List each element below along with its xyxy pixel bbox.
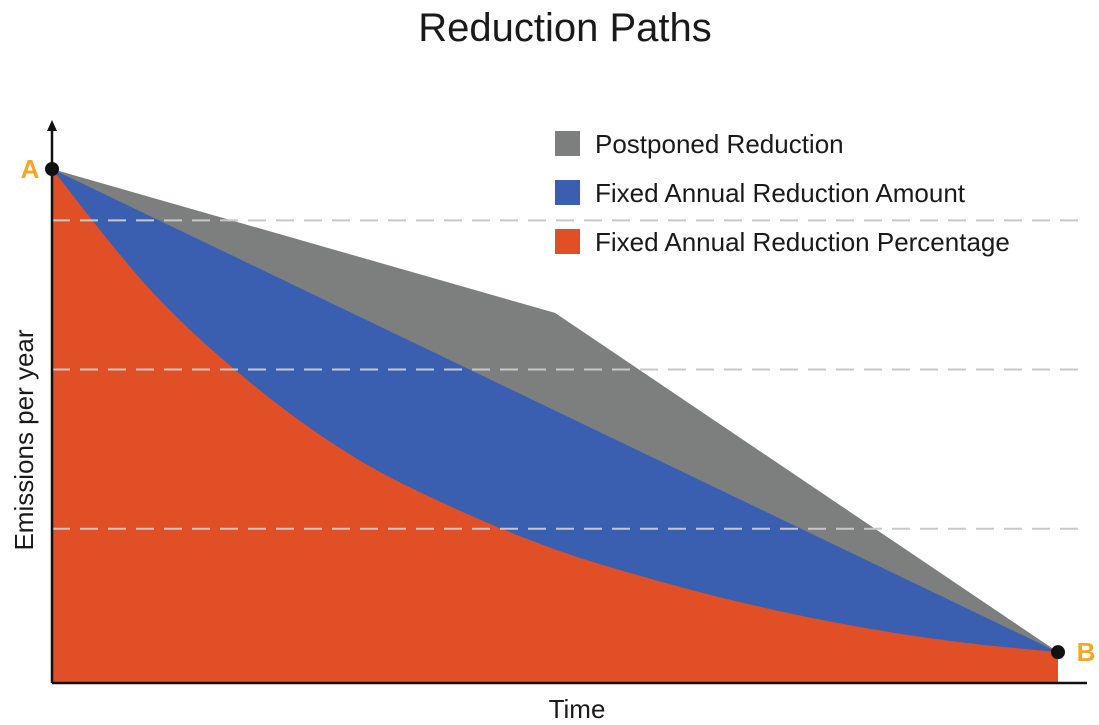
axes bbox=[47, 120, 1087, 685]
point-b-label: B bbox=[1077, 637, 1096, 667]
y-axis-arrow bbox=[47, 120, 57, 131]
point-markers: AB bbox=[21, 154, 1096, 667]
point-b-marker bbox=[1051, 645, 1065, 660]
y-axis-label: Emissions per year bbox=[9, 329, 39, 550]
area-fixed-annual-reduction-percentage bbox=[52, 169, 1058, 683]
legend-swatch-fixed-annual-reduction-amount bbox=[555, 180, 580, 205]
gridlines bbox=[52, 219, 1087, 530]
point-a-label: A bbox=[21, 154, 40, 184]
legend-label-fixed-annual-reduction-amount: Fixed Annual Reduction Amount bbox=[595, 178, 966, 208]
legend: Postponed Reduction Fixed Annual Reductio… bbox=[555, 129, 1010, 257]
plot-area bbox=[52, 169, 1058, 683]
chart-title: Reduction Paths bbox=[418, 6, 712, 50]
legend-swatch-postponed-reduction bbox=[555, 131, 580, 156]
legend-label-fixed-annual-reduction-percentage: Fixed Annual Reduction Percentage bbox=[595, 227, 1010, 257]
x-axis-label: Time bbox=[549, 694, 606, 724]
point-a-marker bbox=[45, 162, 59, 176]
legend-label-postponed-reduction: Postponed Reduction bbox=[595, 129, 844, 159]
legend-swatch-fixed-annual-reduction-percentage bbox=[555, 229, 580, 254]
